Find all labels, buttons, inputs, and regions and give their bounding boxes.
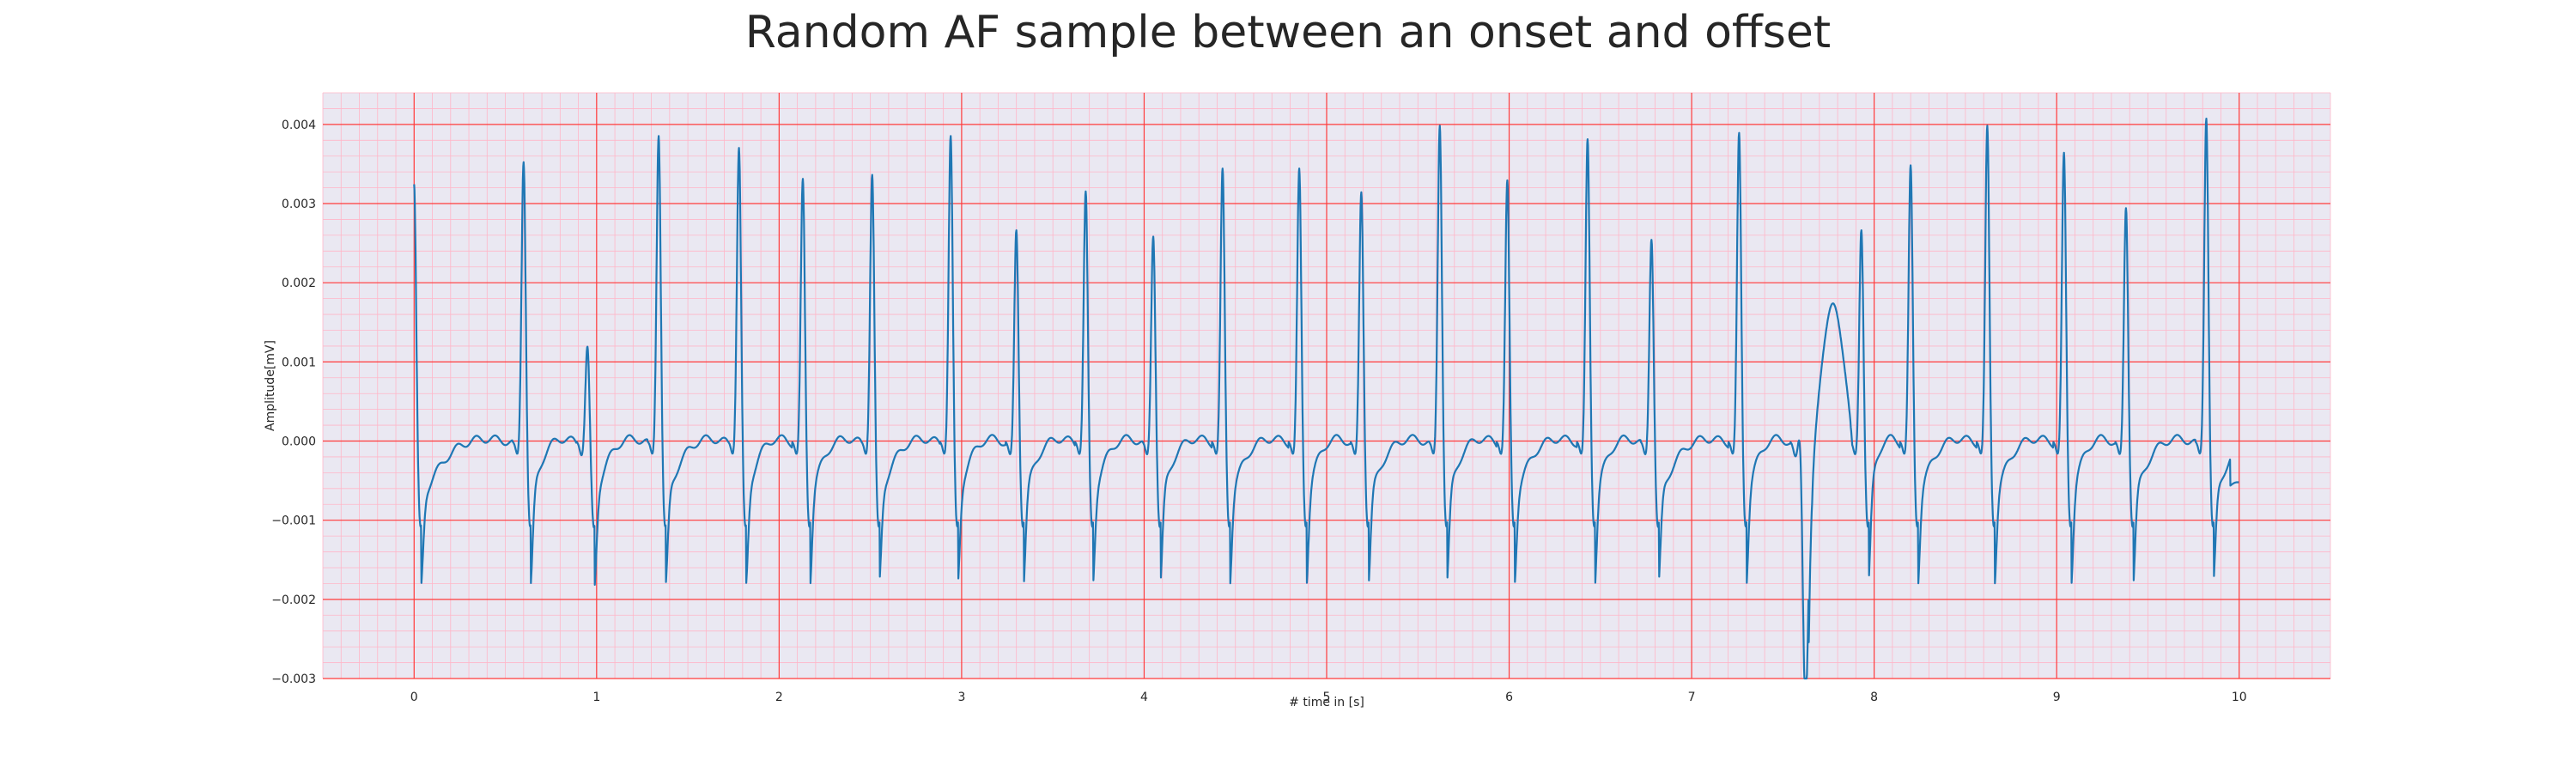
x-tick-label: 8 <box>1870 691 1878 704</box>
x-tick-label: 6 <box>1505 691 1513 704</box>
y-axis-ticks: −0.003 −0.002 −0.001 0.000 0.001 0.002 0.003 0.… <box>271 119 316 686</box>
y-tick-label: 0.000 <box>282 435 316 449</box>
y-axis-label: Amplitude[mV] <box>264 340 277 431</box>
y-tick-label: 0.002 <box>282 277 316 290</box>
chart-title: Random AF sample between an onset and of… <box>745 7 1831 58</box>
x-tick-label: 0 <box>410 691 418 704</box>
x-tick-label: 3 <box>957 691 965 704</box>
x-tick-label: 5 <box>1323 691 1331 704</box>
x-tick-label: 10 <box>2232 691 2247 704</box>
y-tick-label: −0.001 <box>271 514 316 528</box>
x-tick-label: 7 <box>1688 691 1696 704</box>
x-tick-label: 2 <box>775 691 783 704</box>
ecg-series-line <box>413 118 2239 680</box>
y-tick-label: −0.002 <box>271 593 316 607</box>
x-axis-ticks: 0 1 2 3 4 5 6 7 8 9 10 <box>410 691 2247 704</box>
x-tick-label: 9 <box>2053 691 2061 704</box>
x-tick-label: 4 <box>1140 691 1148 704</box>
y-tick-label: 0.003 <box>282 198 316 211</box>
y-tick-label: −0.003 <box>271 673 316 686</box>
x-tick-label: 1 <box>592 691 600 704</box>
y-tick-label: 0.004 <box>282 119 316 132</box>
x-axis-label: # time in [s] <box>1289 696 1364 709</box>
y-tick-label: 0.001 <box>282 356 316 369</box>
